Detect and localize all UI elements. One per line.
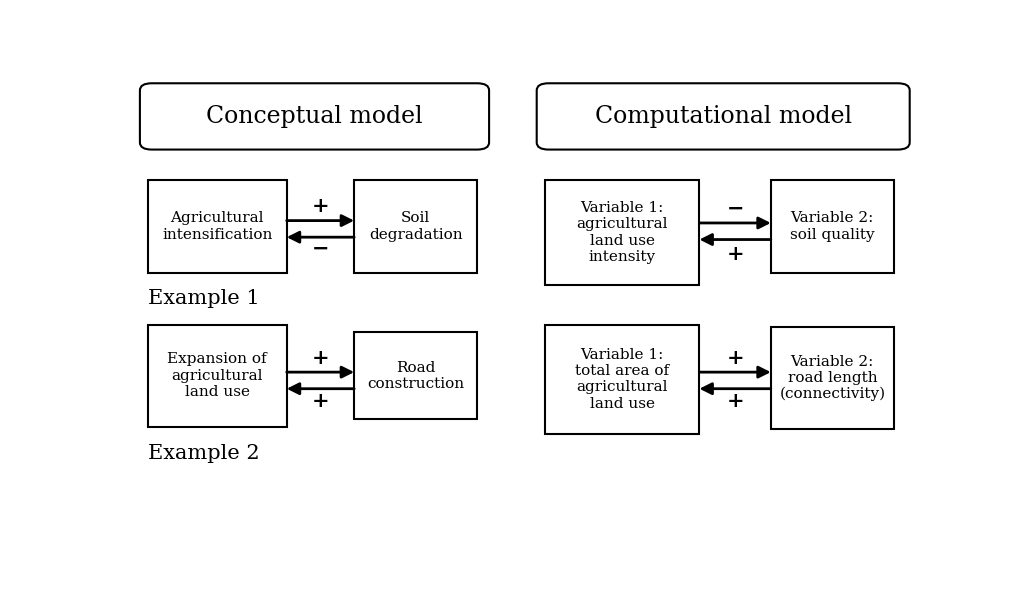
FancyBboxPatch shape bbox=[147, 180, 287, 272]
Text: +: + bbox=[311, 392, 330, 411]
Text: Example 1: Example 1 bbox=[147, 289, 260, 308]
FancyBboxPatch shape bbox=[354, 180, 477, 272]
FancyBboxPatch shape bbox=[354, 332, 477, 419]
Text: Variable 1:
agricultural
land use
intensity: Variable 1: agricultural land use intens… bbox=[577, 201, 668, 264]
FancyBboxPatch shape bbox=[537, 83, 909, 149]
Text: Soil
degradation: Soil degradation bbox=[369, 212, 463, 242]
Text: +: + bbox=[311, 196, 330, 216]
Text: −: − bbox=[726, 199, 743, 219]
FancyBboxPatch shape bbox=[771, 180, 894, 272]
Text: Computational model: Computational model bbox=[595, 105, 852, 128]
Text: Example 2: Example 2 bbox=[147, 444, 259, 463]
Text: Variable 2:
soil quality: Variable 2: soil quality bbox=[790, 212, 874, 242]
Text: Conceptual model: Conceptual model bbox=[206, 105, 423, 128]
Text: Agricultural
intensification: Agricultural intensification bbox=[162, 212, 272, 242]
Text: Variable 2:
road length
(connectivity): Variable 2: road length (connectivity) bbox=[779, 355, 886, 402]
Text: Variable 1:
total area of
agricultural
land use: Variable 1: total area of agricultural l… bbox=[574, 348, 669, 411]
Text: +: + bbox=[726, 244, 743, 264]
FancyBboxPatch shape bbox=[545, 325, 699, 434]
Text: Expansion of
agricultural
land use: Expansion of agricultural land use bbox=[168, 352, 267, 399]
Text: +: + bbox=[726, 348, 743, 368]
FancyBboxPatch shape bbox=[140, 83, 489, 149]
FancyBboxPatch shape bbox=[147, 325, 287, 427]
FancyBboxPatch shape bbox=[771, 327, 894, 429]
Text: −: − bbox=[311, 239, 329, 259]
Text: +: + bbox=[726, 392, 743, 411]
Text: Road
construction: Road construction bbox=[368, 360, 464, 391]
Text: +: + bbox=[311, 348, 330, 368]
FancyBboxPatch shape bbox=[545, 180, 699, 285]
